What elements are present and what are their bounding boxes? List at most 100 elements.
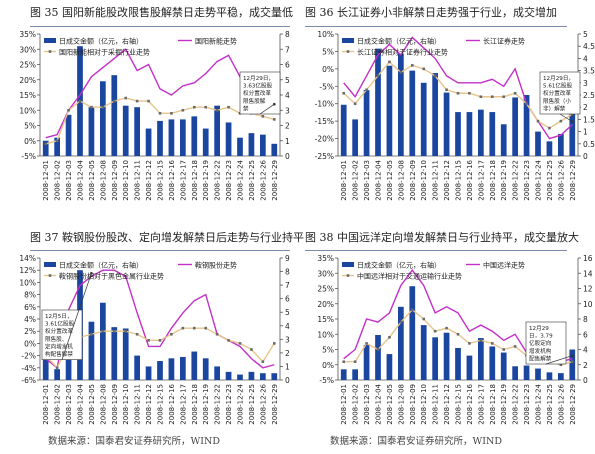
left-tick-label: 10% — [19, 106, 36, 115]
annotation-arrow — [61, 273, 92, 360]
volume-bar — [375, 335, 381, 380]
legend-relative-label: 长江证券相对于证券行业走势 — [357, 48, 448, 57]
annotation-line: 权分置改革 — [243, 89, 271, 97]
relative-marker — [502, 95, 506, 99]
volume-bar — [398, 306, 404, 380]
relative-marker — [124, 96, 128, 100]
volume-bar — [248, 371, 255, 380]
left-tick-label: 15% — [317, 315, 334, 324]
chart38-source: 数据来源：国泰君安证券研究所，WIND — [330, 436, 502, 447]
volume-bar — [191, 351, 198, 380]
legend-relative-label: 国阳新能相对于采掘行业走势 — [59, 48, 150, 57]
volume-bar — [409, 286, 416, 380]
annotation-line: 亿股定向 — [529, 339, 552, 347]
volume-bar — [202, 358, 209, 380]
relative-marker — [261, 115, 265, 118]
left-tick-label: -5% — [319, 82, 334, 91]
annotation-box — [239, 71, 281, 115]
volume-bar — [546, 372, 553, 380]
left-tick-label: 30% — [317, 269, 334, 278]
annotation-arrow — [259, 103, 275, 115]
x-tick-label: 2008-12-29 — [271, 160, 279, 201]
volume-bar — [352, 119, 358, 156]
relative-marker — [445, 326, 448, 330]
relative-marker — [376, 74, 380, 78]
relative-marker — [433, 74, 437, 78]
x-tick-label: 2008-12-23 — [523, 384, 531, 425]
relative-marker — [365, 342, 368, 345]
x-tick-label: 2008-12-01 — [42, 384, 50, 425]
annotation-line: 定向增发机 — [45, 342, 73, 350]
volume-bar — [248, 133, 255, 156]
relative-marker — [101, 329, 105, 333]
volume-bar — [122, 105, 129, 156]
x-tick-label: 2008-12-01 — [340, 160, 348, 201]
annotation-line: 限售股（小 — [543, 97, 571, 105]
x-tick-label: 2008-12-22 — [214, 384, 222, 425]
volume-bar — [546, 141, 553, 156]
left-tick-label: 0% — [24, 339, 36, 348]
volume-bar — [65, 348, 72, 380]
chart35-title-rule — [30, 26, 290, 27]
chart37-title-rule — [30, 250, 290, 251]
right-tick-label: 3 — [583, 79, 588, 88]
volume-bar — [535, 131, 541, 156]
volume-bar — [409, 70, 416, 156]
x-tick-label: 2008-12-09 — [409, 384, 417, 425]
x-tick-label: 2008-12-12 — [443, 160, 451, 201]
relative-marker — [365, 88, 368, 92]
x-tick-label: 2008-12-10 — [420, 384, 428, 425]
relative-marker — [445, 88, 448, 92]
x-tick-label: 2008-12-22 — [512, 160, 520, 201]
x-tick-label: 2008-12-03 — [363, 160, 371, 201]
x-tick-label: 2008-12-02 — [352, 160, 360, 201]
relative-marker — [388, 336, 391, 339]
x-tick-label: 2008-12-23 — [225, 384, 233, 425]
x-tick-label: 2008-12-26 — [259, 383, 267, 424]
relative-marker — [112, 329, 116, 333]
volume-bar — [134, 355, 140, 380]
x-tick-label: 2008-12-19 — [202, 384, 210, 425]
relative-marker — [548, 126, 551, 130]
x-tick-label: 2008-12-11 — [432, 384, 440, 425]
legend-bar-label: 日成交金额（亿元，右轴） — [357, 37, 441, 46]
right-tick-label: 10 — [583, 300, 593, 309]
right-tick-label: 6 — [285, 61, 290, 70]
right-tick-label: 4 — [583, 346, 588, 355]
relative-marker — [181, 108, 185, 112]
x-tick-label: 2008-12-19 — [500, 384, 508, 425]
volume-bar — [180, 119, 186, 156]
volume-bar — [42, 358, 49, 380]
relative-marker — [238, 342, 242, 345]
annotation-line: 限售股解 — [243, 97, 266, 105]
left-tick-label: -2% — [21, 352, 36, 361]
relative-marker — [90, 105, 93, 109]
right-tick-label: 5 — [285, 76, 290, 85]
stock-line — [45, 269, 275, 370]
relative-marker — [215, 332, 219, 336]
annotation-line: 3.63亿股股 — [243, 82, 273, 90]
x-tick-label: 2008-12-12 — [443, 384, 451, 425]
annotation-line: 禁 — [243, 105, 249, 112]
volume-bar — [443, 332, 450, 380]
relative-marker — [468, 342, 471, 345]
relative-marker — [410, 64, 414, 67]
volume-bar — [432, 73, 438, 156]
relative-marker — [502, 348, 506, 351]
x-tick-label: 2008-12-03 — [363, 384, 371, 425]
x-tick-label: 2008-12-05 — [386, 384, 394, 425]
x-tick-label: 2008-12-10 — [122, 160, 130, 201]
volume-bar — [54, 369, 60, 380]
right-tick-label: 0 — [285, 376, 290, 385]
x-tick-label: 2008-12-02 — [54, 384, 62, 425]
left-tick-label: 35% — [19, 30, 36, 39]
relative-marker — [227, 105, 230, 109]
x-tick-label: 2008-12-10 — [122, 384, 130, 425]
relative-marker — [376, 348, 380, 351]
relative-marker — [272, 342, 276, 345]
right-tick-label: 8 — [285, 30, 290, 39]
relative-marker — [170, 332, 173, 336]
x-tick-label: 2008-12-26 — [557, 159, 565, 200]
volume-bar — [569, 107, 576, 156]
